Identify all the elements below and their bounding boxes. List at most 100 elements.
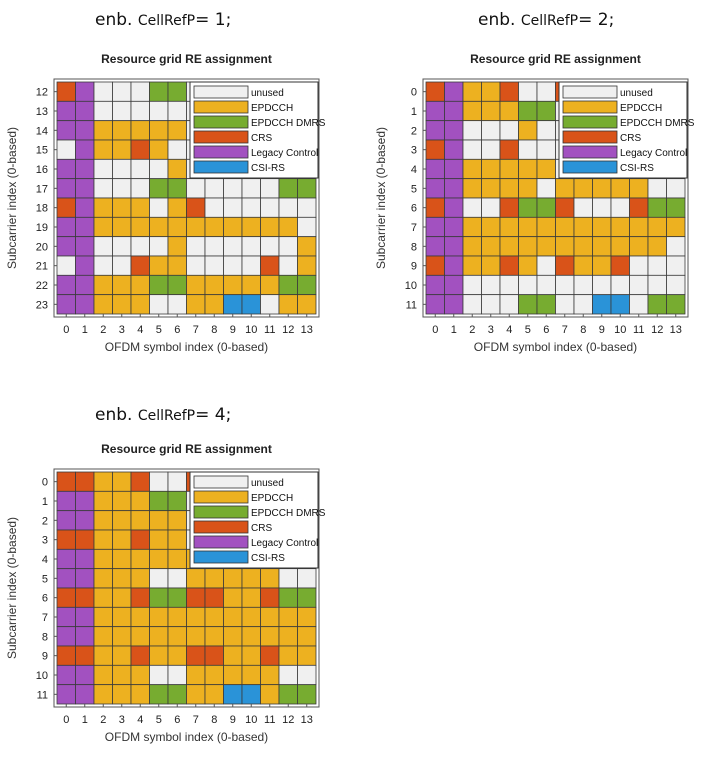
grid-cell-crs — [204, 587, 224, 608]
caption-suffix: = 1; — [195, 10, 232, 30]
grid-cell-legacy-control — [56, 568, 76, 589]
legend-swatch-csi-rs — [193, 160, 249, 174]
grid-cell-crs — [75, 587, 95, 608]
grid-cell-epdcch-dmrs — [297, 684, 317, 705]
grid-cell-epdcch — [223, 568, 243, 589]
x-tick-label: 11 — [264, 714, 275, 726]
y-tick-label: 1 — [411, 106, 417, 118]
x-tick-label: 11 — [633, 324, 644, 336]
grid-cell-epdcch — [112, 645, 132, 666]
grid-cell-epdcch — [112, 606, 132, 628]
grid-cell-legacy-control — [56, 664, 76, 686]
x-tick-label: 10 — [245, 714, 257, 726]
grid-cell-epdcch-dmrs — [297, 587, 317, 608]
y-tick-label: 20 — [36, 241, 48, 253]
y-axis-label: Subcarrier index (0-based) — [5, 127, 19, 269]
x-tick-label: 2 — [469, 324, 475, 336]
y-tick-label: 7 — [42, 612, 48, 624]
grid-cell-unused — [167, 664, 187, 686]
x-axis-label: OFDM symbol index (0-based) — [105, 340, 268, 354]
x-tick-label: 4 — [137, 714, 143, 726]
grid-cell-epdcch — [93, 510, 113, 531]
grid-cell-epdcch — [93, 684, 113, 705]
grid-cell-crs — [260, 587, 280, 608]
grid-cell-epdcch — [223, 587, 243, 608]
y-tick-label: 14 — [36, 125, 48, 137]
grid-cell-unused — [297, 664, 317, 686]
grid-cell-epdcch — [130, 510, 150, 531]
caption-suffix: = 4; — [195, 405, 232, 425]
caption-panel-1: enb. CellRefP= 1; — [95, 10, 231, 30]
grid-cell-epdcch — [278, 626, 298, 647]
grid-cell-crs — [186, 645, 206, 666]
x-tick-label: 5 — [156, 714, 162, 726]
grid-cell-epdcch — [167, 626, 187, 647]
caption-panel-3: enb. CellRefP= 4; — [95, 405, 231, 425]
grid-cell-legacy-control — [75, 568, 95, 589]
x-tick-label: 12 — [282, 324, 294, 336]
grid-cell-epdcch — [167, 645, 187, 666]
grid-cell-epdcch — [260, 568, 280, 589]
y-axis-label: Subcarrier index (0-based) — [5, 517, 19, 659]
y-tick-label: 4 — [411, 164, 417, 176]
grid-cell-epdcch — [186, 664, 206, 686]
caption-prefix: enb. — [95, 10, 133, 30]
y-tick-label: 6 — [42, 593, 48, 605]
legend-label: CSI-RS — [251, 163, 285, 174]
x-tick-label: 7 — [193, 714, 199, 726]
grid-cell-epdcch — [260, 626, 280, 647]
grid-cell-crs — [75, 471, 95, 492]
grid-cell-crs — [75, 529, 95, 550]
y-tick-label: 6 — [411, 203, 417, 215]
legend-swatch-legacy-control — [562, 145, 618, 159]
y-tick-label: 9 — [42, 651, 48, 663]
x-tick-label: 4 — [506, 324, 512, 336]
y-tick-label: 8 — [42, 631, 48, 643]
grid-cell-epdcch — [130, 626, 150, 647]
grid-cell-epdcch — [241, 626, 261, 647]
grid-cell-legacy-control — [75, 684, 95, 705]
x-tick-label: 0 — [63, 714, 69, 726]
grid-cell-crs — [186, 587, 206, 608]
grid-cell-crs — [56, 587, 76, 608]
x-tick-label: 12 — [651, 324, 663, 336]
grid-cell-epdcch — [112, 664, 132, 686]
grid-cell-epdcch — [112, 490, 132, 512]
legend-label: EPDCCH — [251, 103, 293, 114]
x-tick-label: 13 — [301, 324, 313, 336]
caption-suffix: = 2; — [578, 10, 615, 30]
y-tick-label: 23 — [36, 299, 48, 311]
grid-cell-epdcch — [112, 548, 132, 570]
legend-label: EPDCCH — [251, 493, 293, 504]
grid-cell-epdcch — [149, 645, 169, 666]
y-tick-label: 9 — [411, 261, 417, 273]
grid-cell-epdcch-dmrs — [167, 587, 187, 608]
grid-cell-epdcch-dmrs — [149, 587, 169, 608]
grid-cell-legacy-control — [56, 548, 76, 570]
grid-cell-epdcch — [297, 645, 317, 666]
legend-swatch-epdcch-dmrs — [193, 115, 249, 129]
y-tick-label: 2 — [42, 515, 48, 527]
legend-swatch-legacy-control — [193, 535, 249, 549]
y-tick-label: 11 — [37, 689, 48, 701]
grid-cell-legacy-control — [56, 510, 76, 531]
grid-cell-epdcch — [260, 606, 280, 628]
grid-cell-crs — [130, 471, 150, 492]
x-tick-label: 13 — [670, 324, 682, 336]
grid-cell-epdcch-dmrs — [278, 587, 298, 608]
x-tick-label: 1 — [82, 714, 88, 726]
legend-swatch-unused — [562, 85, 618, 99]
grid-cell-epdcch — [93, 548, 113, 570]
legend-label: CRS — [251, 523, 272, 534]
y-tick-label: 8 — [411, 241, 417, 253]
y-tick-label: 10 — [36, 670, 48, 682]
legend-swatch-epdcch — [193, 100, 249, 114]
grid-cell-epdcch — [130, 664, 150, 686]
grid-cell-unused — [167, 568, 187, 589]
x-tick-label: 5 — [525, 324, 531, 336]
grid-cell-legacy-control — [75, 626, 95, 647]
grid-cell-legacy-control — [75, 510, 95, 531]
grid-cell-epdcch — [204, 606, 224, 628]
